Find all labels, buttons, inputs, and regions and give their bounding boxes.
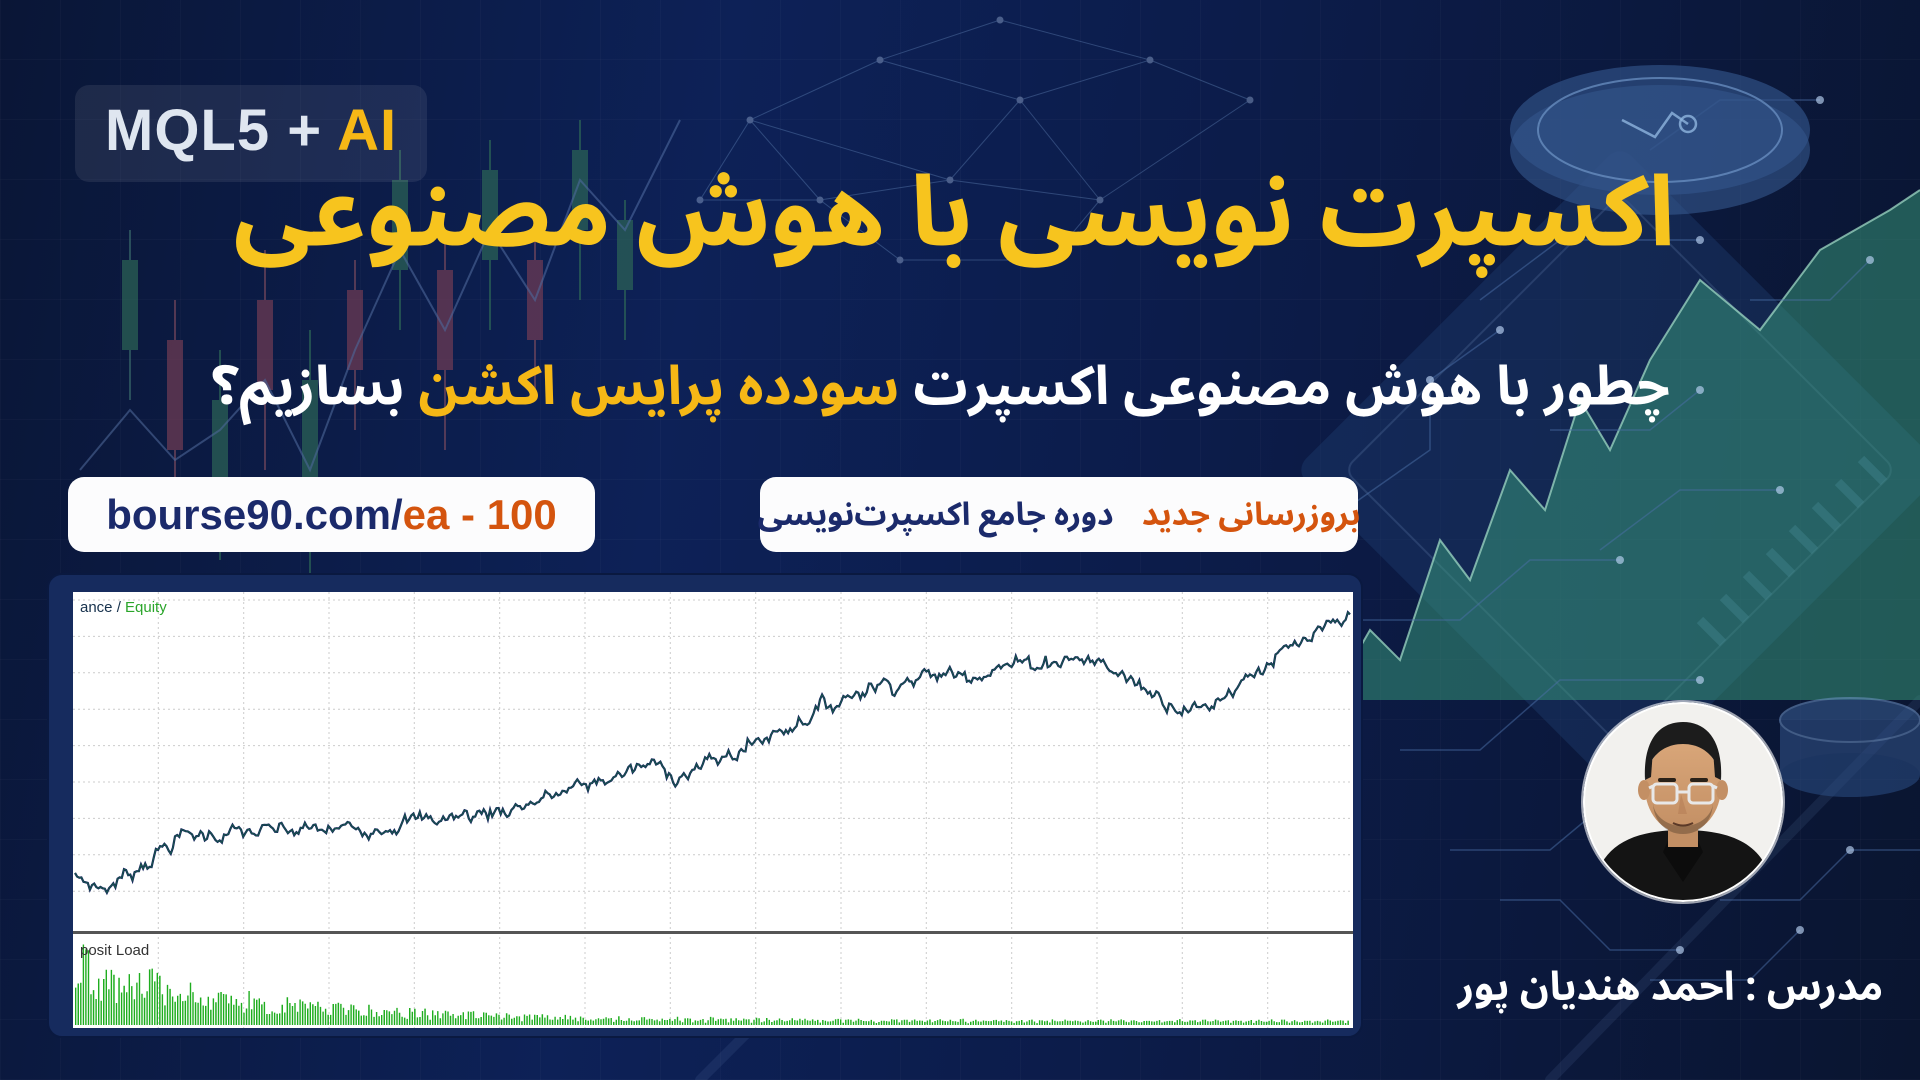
svg-text:ance / Equity: ance / Equity (80, 599, 167, 616)
svg-text:posit Load: posit Load (80, 942, 149, 959)
